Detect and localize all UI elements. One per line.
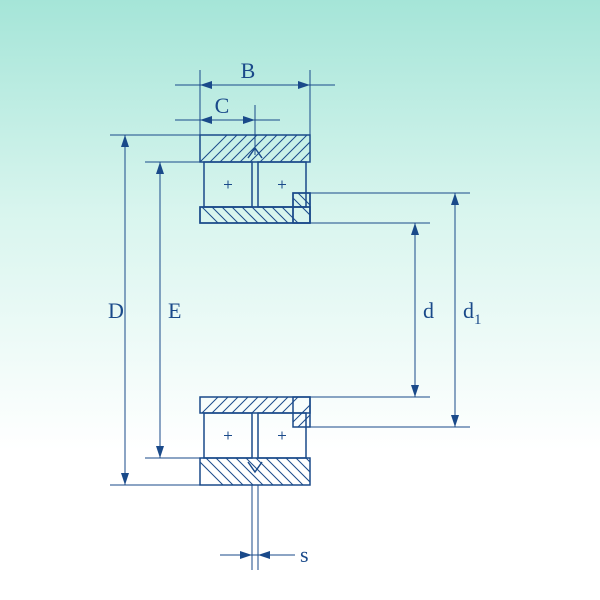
arr-D-b: [121, 473, 129, 485]
arr-s-r: [258, 551, 270, 559]
label-d: d: [423, 298, 434, 323]
label-B: B: [241, 58, 256, 83]
arr-b-l: [200, 81, 212, 89]
label-d1: d1: [463, 298, 482, 328]
label-s: s: [300, 542, 309, 567]
label-D: D: [108, 298, 124, 323]
arr-d-t: [411, 223, 419, 235]
arr-b-r: [298, 81, 310, 89]
arr-D-t: [121, 135, 129, 147]
arr-c-r: [243, 116, 255, 124]
arr-d-b: [411, 385, 419, 397]
upper-section: [190, 132, 340, 230]
arr-d1-b: [451, 415, 459, 427]
arr-c-l: [200, 116, 212, 124]
bearing-diagram: B C D E d d1: [0, 0, 600, 600]
arr-s-l: [240, 551, 252, 559]
arr-E-b: [156, 446, 164, 458]
label-C: C: [215, 93, 230, 118]
lower-section: [190, 390, 340, 492]
arr-E-t: [156, 162, 164, 174]
arr-d1-t: [451, 193, 459, 205]
label-E: E: [168, 298, 181, 323]
